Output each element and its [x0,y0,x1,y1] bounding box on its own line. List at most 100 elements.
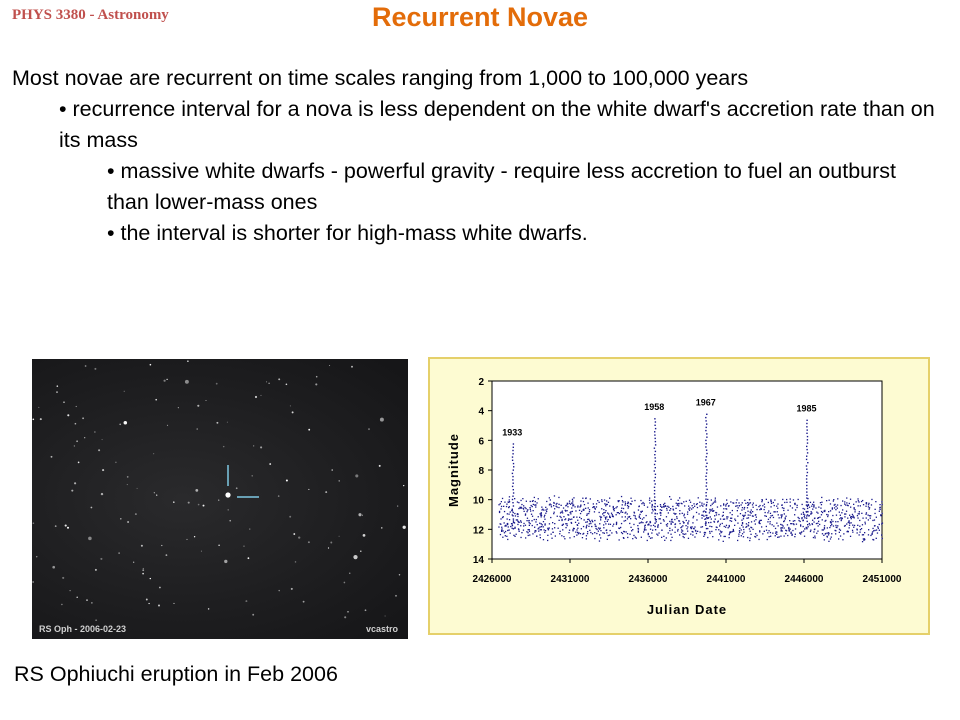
star [397,505,399,507]
data-point [865,503,868,505]
star [32,522,35,524]
star [278,589,280,592]
eruption-point [654,431,656,433]
data-point [582,533,584,535]
data-point [845,513,847,515]
data-point [706,516,708,519]
data-point [870,515,872,517]
star [98,449,101,452]
data-point [521,532,523,534]
eruption-point [806,442,809,444]
data-point [709,516,711,518]
star [329,364,331,367]
data-point [571,518,573,520]
eruption-point [805,458,808,461]
data-point [703,532,705,534]
data-point [669,527,671,529]
star [94,431,96,433]
data-point [874,512,876,515]
data-point [558,503,560,505]
data-point [670,533,672,535]
data-point [569,518,571,521]
data-point [817,522,819,524]
eruption-point [805,501,808,503]
data-point [550,533,552,535]
data-point [820,504,823,506]
data-point [758,538,760,541]
star [155,398,158,401]
data-point [804,514,806,516]
data-point [821,519,823,521]
data-point [808,506,811,508]
data-point [677,530,679,532]
data-point [849,498,852,500]
data-point [767,501,769,504]
data-point [616,512,618,514]
data-point [774,511,776,513]
star [149,363,152,366]
data-point [828,532,830,535]
data-point [613,523,615,525]
data-point [526,531,528,533]
data-point [746,507,749,509]
data-point [560,504,562,506]
data-point [781,514,783,516]
data-point [571,498,574,500]
data-point [698,513,700,515]
data-point [618,527,620,529]
data-point [666,525,668,527]
data-point [655,521,657,523]
data-point [675,513,677,515]
data-point [879,507,881,509]
data-point [785,515,787,517]
data-point [692,534,694,536]
data-point [758,521,760,523]
data-point [615,531,617,533]
data-point [620,495,623,498]
data-point [603,524,605,526]
data-point [554,508,556,510]
data-point [501,529,503,531]
data-point [501,526,503,528]
data-point [748,522,750,524]
data-point [674,523,677,525]
data-point [697,530,699,532]
star [269,463,272,465]
data-point [703,515,705,517]
data-point [739,513,742,515]
eruption-point [705,482,708,484]
data-point [768,530,770,532]
data-point [664,539,666,541]
data-point [690,533,692,535]
data-point [561,519,563,522]
data-point [680,502,682,504]
data-point [742,516,745,518]
data-point [726,502,728,505]
data-point [688,505,690,507]
data-point [539,513,541,515]
data-point [508,513,510,515]
data-point [755,514,757,516]
data-point [823,539,825,541]
data-point [786,524,789,526]
data-point [852,515,854,517]
eruption-point [705,443,707,445]
star [71,489,74,492]
data-point [570,511,572,513]
data-point [522,507,524,509]
data-point [718,513,720,516]
data-point [678,520,681,522]
data-point [800,524,802,526]
data-point [871,533,873,535]
data-point [683,515,685,517]
data-point [627,536,629,539]
data-point [566,523,568,525]
eruption-point [654,418,656,420]
data-point [601,500,603,503]
star [153,453,155,455]
data-point [586,513,588,515]
data-point [794,528,797,530]
data-point [623,530,625,533]
star [294,561,297,563]
data-point [510,525,512,528]
